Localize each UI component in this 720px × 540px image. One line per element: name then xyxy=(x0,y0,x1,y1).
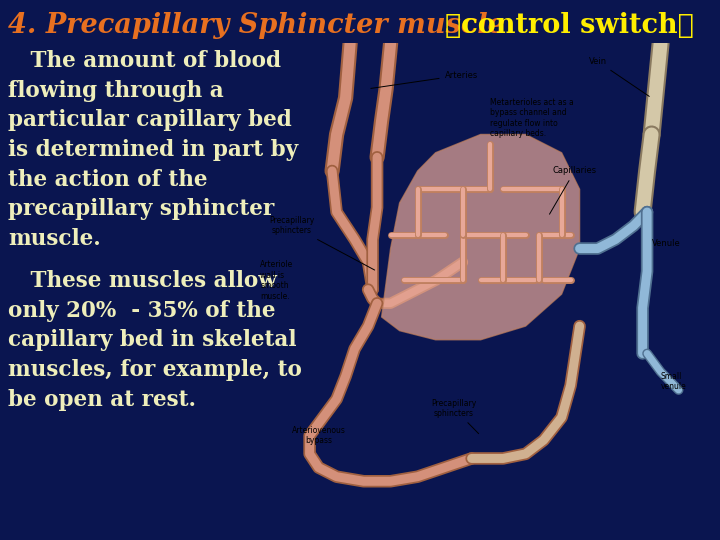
Polygon shape xyxy=(382,134,580,340)
Text: Small
venule: Small venule xyxy=(661,372,686,391)
Text: Capillaries: Capillaries xyxy=(549,166,597,214)
Text: The amount of blood
flowing through a
particular capillary bed
is determined in : The amount of blood flowing through a pa… xyxy=(8,50,298,250)
Text: 4. Precapillary Sphincter muscle: 4. Precapillary Sphincter muscle xyxy=(8,12,505,39)
Text: These muscles allow
only 20%  - 35% of the
capillary bed in skeletal
muscles, fo: These muscles allow only 20% - 35% of th… xyxy=(8,270,302,410)
Text: Venule: Venule xyxy=(652,239,680,248)
Text: Precapillary
sphincters: Precapillary sphincters xyxy=(431,399,479,434)
Text: Arteries: Arteries xyxy=(371,71,478,89)
Text: Arteriole
wall is
smooth
muscle.: Arteriole wall is smooth muscle. xyxy=(260,260,293,301)
Text: Arteriovenous
bypass: Arteriovenous bypass xyxy=(292,426,346,445)
Text: Metarterioles act as a
bypass channel and
regulate flow into
capillary beds.: Metarterioles act as a bypass channel an… xyxy=(490,98,573,138)
Text: Vein: Vein xyxy=(589,57,649,97)
Text: Precapillary
sphincters: Precapillary sphincters xyxy=(269,216,374,270)
Text: （control switch）: （control switch） xyxy=(445,12,694,39)
